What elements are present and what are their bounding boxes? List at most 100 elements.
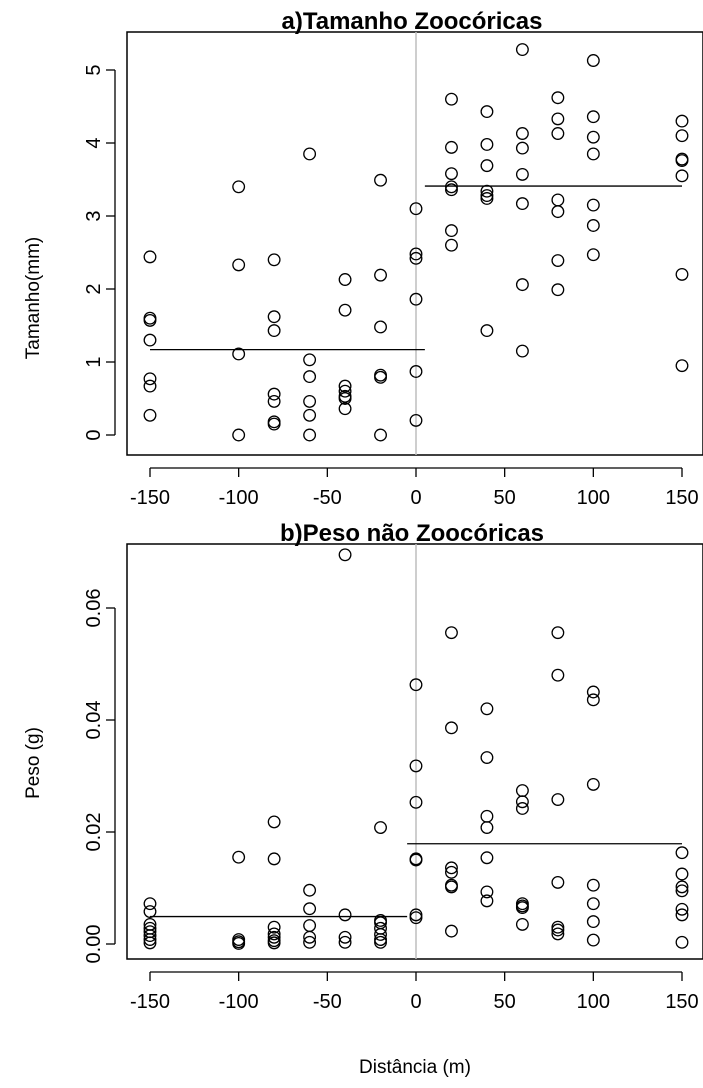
panel-b-point-49 [480,702,494,716]
panel-a-point-84 [675,359,689,373]
panel-a-point-73 [586,130,600,144]
panel-b-point-76 [586,933,600,947]
panel-a-point-35 [374,370,387,384]
panel-a-segments [150,185,682,351]
panel-b-point-39 [409,853,423,867]
panel-a-point-55 [480,192,494,205]
panel-b-y-axis: 0.00 0.02 0.04 0.06 [83,589,116,964]
panel-a-x-tick-label-1: -100 [219,487,259,509]
panel-a-point-40 [409,292,423,306]
panel-b-point-54 [480,885,494,899]
panel-a-point-11 [267,253,281,267]
panel-a-y-tick-label-2: 2 [83,283,105,294]
panel-a-point-17 [267,417,281,431]
panel-a-point-81 [675,154,689,167]
panel-a-point-39 [409,251,423,265]
panel-b-point-41 [409,911,423,925]
panel-a-point-45 [445,167,458,181]
panel-a-point-53 [480,184,494,198]
panel-a-point-8 [232,258,246,272]
panel-b-point-5 [143,929,157,943]
panel-a-point-15 [267,394,281,408]
panel-a-y-tick-label-1: 1 [83,356,105,367]
panel-b-y-tick-label-1: 0.02 [83,813,105,852]
panel-a-plot-frame [126,31,703,456]
panel-a-point-22 [303,408,317,422]
panel-b-y-tick-label-0: 0.00 [83,925,105,964]
panel-a-point-44 [445,140,458,154]
panel-b-x-tick-label-3: 0 [410,991,421,1013]
panel-b-point-25 [338,908,352,922]
panel-a-y-tick-label-3: 3 [83,210,105,221]
panel-a-point-4 [143,372,157,386]
panel-a-x-tick-label-3: 0 [410,487,421,509]
panel-b-point-15 [267,927,281,941]
panel-a-point-32 [374,268,387,282]
panel-b-title: b)Peso não Zoocóricas [280,520,544,547]
panel-a-point-78 [675,114,689,128]
panel-a-point-12 [267,310,281,324]
panel-a-point-75 [586,198,600,212]
panel-b-points [143,548,689,950]
panel-b-point-53 [480,851,494,865]
panel-a-point-49 [445,238,458,252]
panel-a-point-60 [515,167,529,181]
panel-b-point-12 [267,815,281,829]
panel-b-point-71 [586,693,600,707]
panel-b-point-16 [267,930,281,944]
panel-a-point-63 [515,344,529,358]
panel-a-x-tick-label-0: -150 [130,487,170,509]
panel-b-point-13 [267,852,281,866]
panel-b-point-57 [515,795,529,809]
panel-b-point-11 [232,936,246,950]
panel-a-tamanho: a)Tamanho Zoocóricas -150 -100 -50 0 50 100 15… [23,8,703,509]
panel-a-point-6 [143,408,157,422]
panel-b-point-78 [675,867,689,881]
panel-b-point-73 [586,878,600,892]
panel-b-point-0 [143,897,157,911]
panel-b-point-22 [303,930,317,944]
panel-a-point-38 [409,247,423,261]
panel-a-point-43 [445,92,458,106]
panel-a-point-37 [409,202,423,216]
panel-a-point-33 [374,320,387,334]
panel-b-x-tick-label-0: -150 [130,991,170,1013]
panel-b-point-77 [675,846,689,860]
panel-a-point-61 [515,197,529,211]
panel-b-point-44 [445,861,458,875]
panel-a-point-82 [675,169,689,183]
panel-b-point-72 [586,777,600,791]
panel-b-point-82 [675,908,689,922]
panel-a-point-30 [338,402,352,416]
panel-a-point-19 [303,353,317,367]
panel-a-point-65 [551,112,565,126]
panel-a-point-54 [480,189,494,203]
panel-a-point-76 [586,219,600,232]
panel-a-point-83 [675,267,689,281]
panel-b-point-52 [480,821,494,834]
panel-a-point-3 [143,333,157,347]
panel-a-x-tick-label-2: -50 [313,487,342,509]
panel-b-peso: b)Peso não Zoocóricas -150 -100 -50 0 50 100 1… [23,520,703,1078]
panel-b-point-51 [480,809,494,823]
panel-a-point-68 [551,205,565,219]
panel-b-point-18 [267,936,281,950]
panel-b-point-61 [515,901,529,915]
panel-b-y-tick-label-3: 0.06 [83,589,105,628]
panel-b-y-axis-label: Peso (g) [23,727,44,799]
panel-a-point-62 [515,278,529,292]
panel-b-point-27 [338,935,352,949]
panel-b-point-50 [480,751,494,764]
panel-b-point-6 [143,933,157,946]
panel-b-point-83 [675,935,689,949]
panel-b-point-1 [143,905,157,918]
panel-b-point-70 [586,685,600,699]
panel-a-point-10 [232,428,246,442]
panel-b-point-43 [445,721,458,735]
panel-b-point-63 [551,626,565,640]
panel-b-point-62 [515,917,529,931]
panel-a-title: a)Tamanho Zoocóricas [282,8,543,35]
panel-a-point-25 [338,303,352,317]
panel-b-point-68 [551,923,565,937]
panel-b-x-tick-label-4: 50 [494,991,516,1013]
